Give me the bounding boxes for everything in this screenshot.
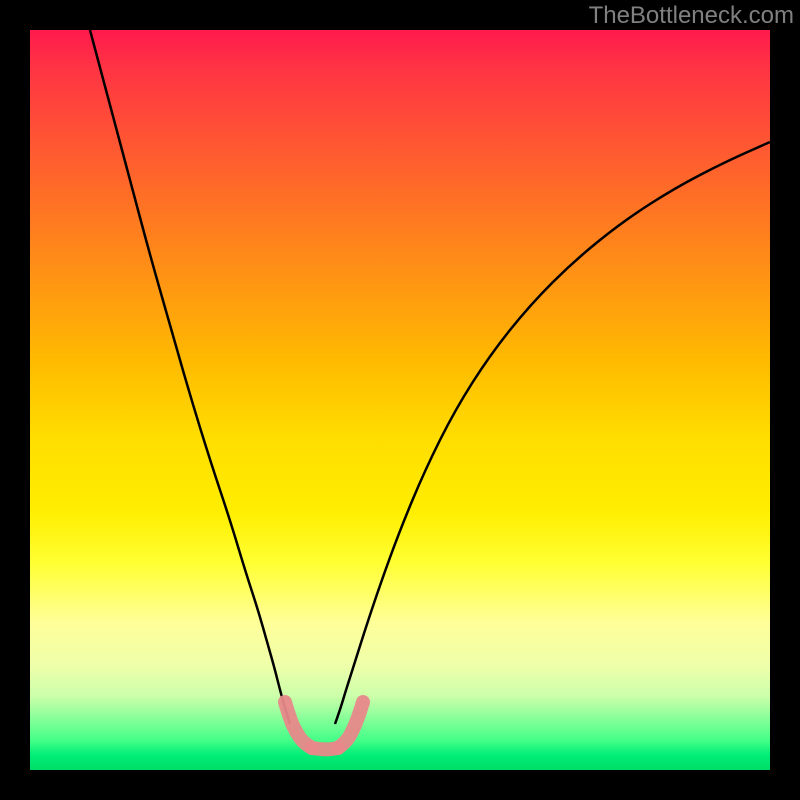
left-curve [90, 30, 290, 724]
curve-layer [30, 30, 770, 770]
plot-area [30, 30, 770, 770]
right-curve [335, 142, 770, 724]
watermark-text: TheBottleneck.com [589, 2, 794, 30]
valley-highlight [285, 702, 363, 749]
